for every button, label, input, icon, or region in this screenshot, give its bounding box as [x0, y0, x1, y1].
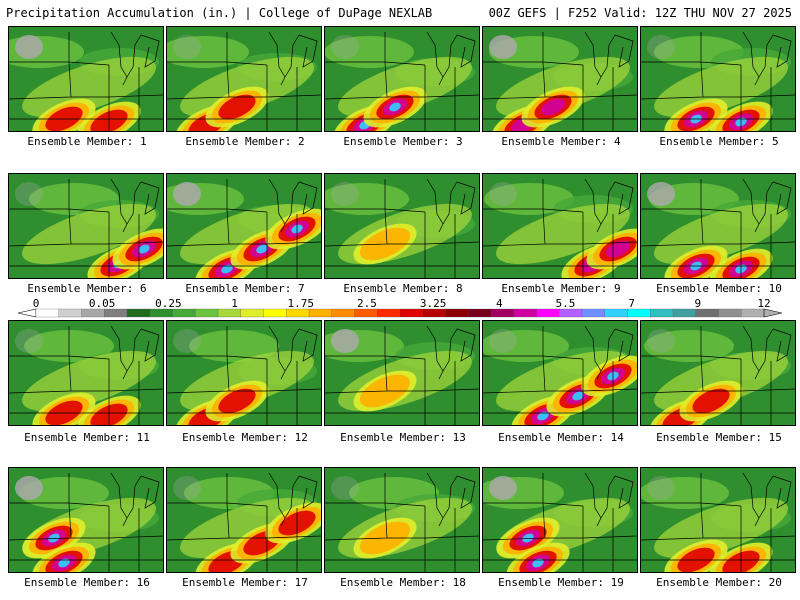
- ensemble-member-label: Ensemble Member: 2: [185, 135, 305, 148]
- precip-map-canvas: [167, 321, 321, 425]
- ensemble-member-map: [8, 26, 164, 132]
- precip-map-canvas: [483, 468, 637, 572]
- precip-map-canvas: [641, 174, 795, 278]
- precip-map-canvas: [9, 174, 163, 278]
- ensemble-member-map: [324, 26, 480, 132]
- ensemble-member-map: [640, 26, 796, 132]
- ensemble-member-map: [482, 467, 638, 573]
- precip-map-canvas: [325, 174, 479, 278]
- chart-title: Precipitation Accumulation (in.) | Colle…: [6, 6, 433, 20]
- ensemble-member-label: Ensemble Member: 5: [659, 135, 779, 148]
- ensemble-member-map: [8, 173, 164, 279]
- ensemble-member-map: [324, 173, 480, 279]
- ensemble-member-label: Ensemble Member: 14: [498, 431, 624, 444]
- ensemble-member-map: [640, 173, 796, 279]
- precip-map-canvas: [167, 174, 321, 278]
- ensemble-member-map: [640, 320, 796, 426]
- ensemble-member-map: [324, 320, 480, 426]
- precip-map-canvas: [483, 321, 637, 425]
- ensemble-member-label: Ensemble Member: 4: [501, 135, 621, 148]
- ensemble-member-map: [166, 320, 322, 426]
- ensemble-member-label: Ensemble Member: 15: [656, 431, 782, 444]
- ensemble-member-map: [482, 320, 638, 426]
- precip-map-canvas: [167, 468, 321, 572]
- ensemble-member-label: Ensemble Member: 6: [27, 282, 147, 295]
- ensemble-member-label: Ensemble Member: 7: [185, 282, 305, 295]
- precip-map-canvas: [325, 321, 479, 425]
- ensemble-member-map: [482, 173, 638, 279]
- ensemble-member-label: Ensemble Member: 16: [24, 576, 150, 589]
- ensemble-member-label: Ensemble Member: 13: [340, 431, 466, 444]
- ensemble-member-label: Ensemble Member: 10: [656, 282, 782, 295]
- ensemble-member-label: Ensemble Member: 11: [24, 431, 150, 444]
- ensemble-member-map: [640, 467, 796, 573]
- precip-map-canvas: [641, 468, 795, 572]
- precip-map-canvas: [9, 321, 163, 425]
- precip-map-canvas: [325, 27, 479, 131]
- precip-map-canvas: [325, 468, 479, 572]
- ensemble-member-map: [166, 467, 322, 573]
- ensemble-member-label: Ensemble Member: 8: [343, 282, 463, 295]
- ensemble-member-label: Ensemble Member: 9: [501, 282, 621, 295]
- ensemble-member-map: [324, 467, 480, 573]
- precip-map-canvas: [9, 27, 163, 131]
- precip-map-canvas: [641, 27, 795, 131]
- ensemble-member-map: [482, 26, 638, 132]
- ensemble-member-map: [8, 320, 164, 426]
- ensemble-member-label: Ensemble Member: 18: [340, 576, 466, 589]
- ensemble-member-label: Ensemble Member: 19: [498, 576, 624, 589]
- ensemble-member-map: [166, 173, 322, 279]
- ensemble-member-map: [8, 467, 164, 573]
- ensemble-member-label: Ensemble Member: 17: [182, 576, 308, 589]
- ensemble-member-label: Ensemble Member: 1: [27, 135, 147, 148]
- precip-map-canvas: [641, 321, 795, 425]
- precip-map-canvas: [167, 27, 321, 131]
- precip-map-canvas: [9, 468, 163, 572]
- ensemble-member-map: [166, 26, 322, 132]
- ensemble-member-label: Ensemble Member: 3: [343, 135, 463, 148]
- model-valid-time: 00Z GEFS | F252 Valid: 12Z THU NOV 27 20…: [488, 6, 792, 20]
- ensemble-member-label: Ensemble Member: 12: [182, 431, 308, 444]
- precip-map-canvas: [483, 27, 637, 131]
- ensemble-member-label: Ensemble Member: 20: [656, 576, 782, 589]
- precip-map-canvas: [483, 174, 637, 278]
